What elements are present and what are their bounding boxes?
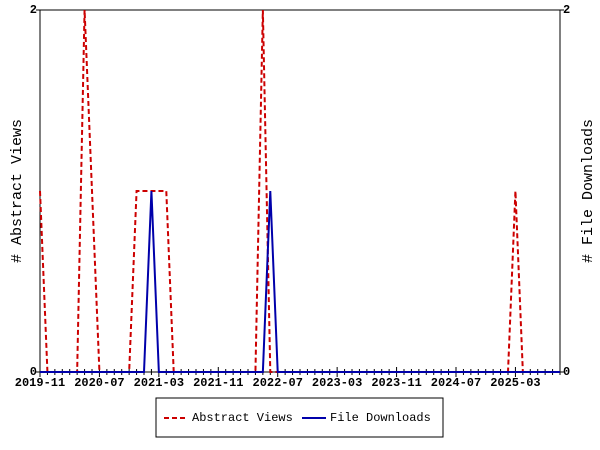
x-tick-label: 2020-07	[74, 376, 124, 390]
x-tick-label: 2025-03	[490, 376, 540, 390]
y-axis-label: # Abstract Views	[9, 119, 26, 263]
legend-label: Abstract Views	[192, 411, 293, 425]
legend-label: File Downloads	[330, 411, 431, 425]
y-tick-label: 2	[30, 3, 37, 17]
x-tick-label: 2022-07	[253, 376, 303, 390]
series-line	[40, 190, 560, 373]
x-tick-label: 2024-07	[431, 376, 481, 390]
x-tick-label: 2021-03	[134, 376, 184, 390]
y2-tick-label: 0	[563, 365, 570, 379]
y2-tick-label: 2	[563, 3, 570, 17]
y-tick-label: 0	[30, 365, 37, 379]
x-tick-label: 2023-03	[312, 376, 362, 390]
x-tick-label: 2021-11	[193, 376, 243, 390]
x-tick-label: 2023-11	[371, 376, 421, 390]
x-tick-label: 2019-11	[15, 376, 65, 390]
legend	[155, 397, 444, 438]
y2-axis-label: # File Downloads	[580, 119, 597, 263]
